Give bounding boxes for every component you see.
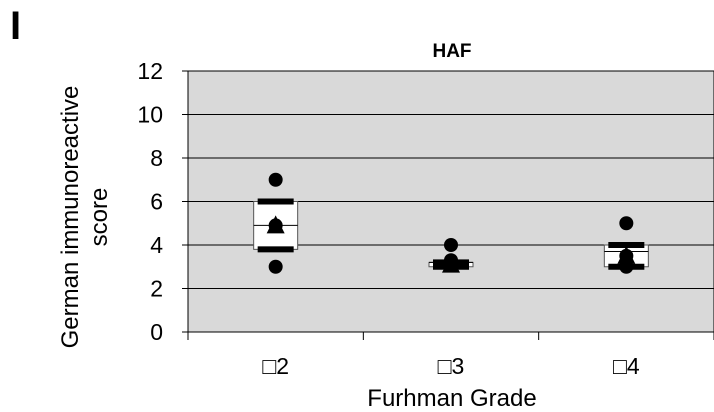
chart-title: HAF: [432, 41, 471, 62]
x-tick-label: □3: [438, 353, 465, 379]
upper-bar: [608, 242, 645, 248]
data-point: [268, 259, 283, 274]
upper-bar: [257, 198, 294, 205]
mean-marker: [444, 257, 458, 272]
box-group: [428, 238, 474, 273]
y-axis-title-line-2: score: [86, 188, 113, 247]
data-point: [619, 216, 634, 231]
y-axis-title-line-1: German immunoreactive: [57, 86, 84, 349]
y-tick-label: 12: [137, 58, 163, 84]
box-group: [253, 172, 299, 274]
data-point: [444, 238, 458, 252]
mean-marker: [619, 248, 634, 263]
lower-bar: [257, 246, 294, 253]
box-group: [603, 216, 649, 274]
y-tick-label: 8: [150, 145, 163, 171]
y-tick-label: 4: [150, 232, 163, 258]
y-tick-label: 10: [137, 102, 163, 128]
x-tick-label: □4: [613, 353, 640, 379]
x-axis-title: Furhman Grade: [367, 385, 536, 412]
mean-marker: [268, 218, 283, 233]
x-tick-label: □2: [262, 353, 289, 379]
data-point: [268, 172, 283, 187]
y-tick-label: 6: [150, 189, 163, 215]
y-tick-label: 0: [150, 319, 163, 345]
y-tick-label: 2: [150, 276, 163, 302]
panel-letter: I: [10, 4, 22, 48]
